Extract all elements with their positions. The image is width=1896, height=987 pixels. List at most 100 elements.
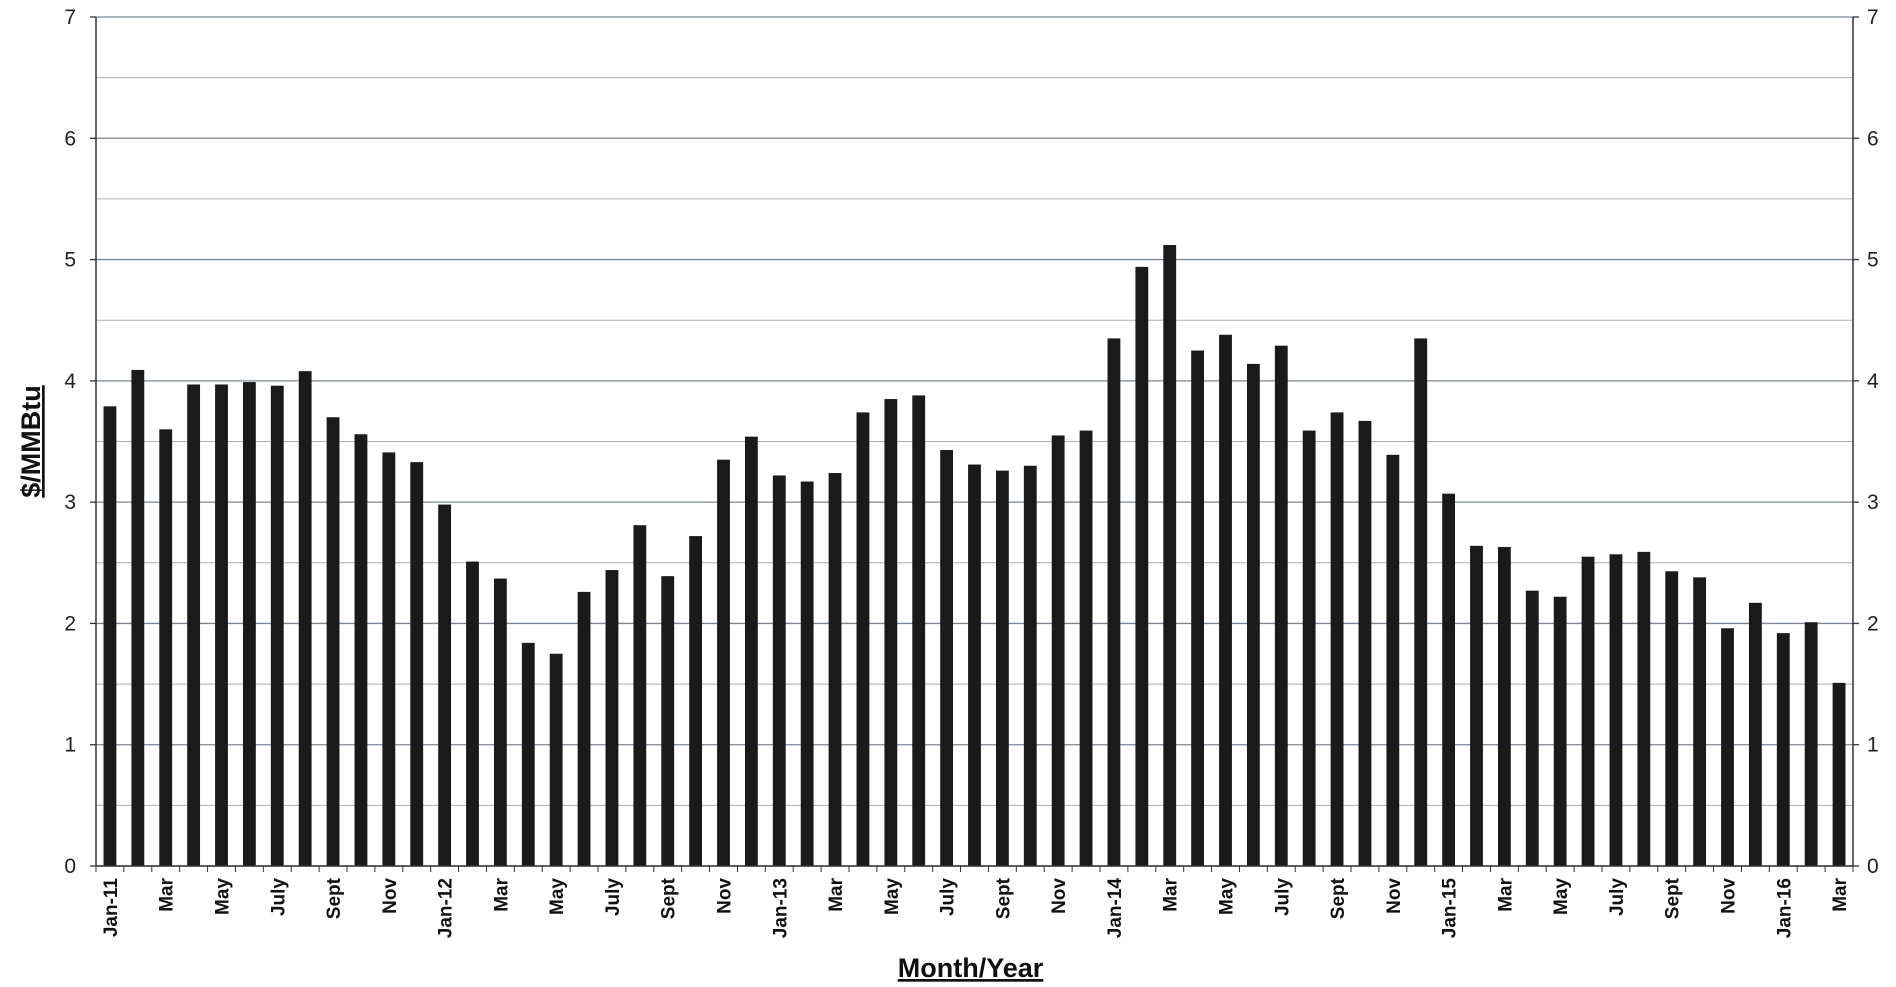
bar	[1832, 682, 1846, 866]
x-tick-label: Sept	[659, 877, 680, 919]
x-tick-label: Sept	[1663, 877, 1684, 919]
x-tick-label: Jan-11	[101, 878, 122, 938]
bar	[1721, 628, 1734, 866]
bar	[1358, 420, 1372, 866]
bar	[298, 371, 312, 866]
y-tick-label: 0	[64, 855, 76, 878]
x-tick-label: Mar	[1495, 877, 1516, 911]
x-tick-label: Jan-12	[436, 878, 457, 938]
bar	[1386, 454, 1400, 866]
bar	[1581, 556, 1595, 866]
bar	[1497, 547, 1511, 866]
bar	[1163, 245, 1177, 866]
bar	[1274, 345, 1288, 866]
x-tick-label: Sept	[1328, 877, 1349, 919]
bar	[1135, 266, 1149, 867]
secondary-y-tick-label: 7	[1867, 6, 1879, 29]
y-tick-label: 2	[64, 612, 76, 635]
bar	[521, 642, 535, 866]
x-tick-label: Nov	[1049, 878, 1070, 914]
bar	[856, 412, 870, 866]
x-tick-label: Jan-15	[1440, 878, 1461, 939]
bar	[242, 382, 256, 866]
bar	[577, 591, 591, 866]
bar	[187, 384, 201, 866]
bar	[1246, 363, 1260, 866]
bar	[661, 576, 675, 866]
bar	[1525, 590, 1539, 866]
bar	[1748, 602, 1762, 866]
bar	[382, 452, 396, 866]
x-tick-label: Nov	[1719, 878, 1740, 914]
x-tick-label: Mar	[826, 877, 847, 911]
x-tick-label: July	[938, 878, 959, 916]
x-tick-label: July	[603, 878, 624, 916]
x-tick-label: May	[213, 878, 234, 915]
bar	[1804, 622, 1818, 866]
x-tick-label: May	[882, 878, 903, 915]
bar	[884, 399, 898, 866]
bar	[940, 449, 954, 866]
x-tick-label: Sept	[993, 877, 1014, 919]
bar	[744, 436, 758, 866]
bar	[772, 475, 786, 866]
bar	[410, 462, 424, 866]
y-tick-label: 7	[64, 6, 76, 29]
bar	[717, 459, 730, 866]
x-tick-label: Mar	[157, 877, 178, 911]
x-tick-label: Jan-14	[1105, 878, 1126, 939]
bar	[159, 429, 173, 866]
x-tick-label: Mar	[1830, 877, 1851, 911]
bar	[1665, 571, 1679, 866]
y-tick-label: 4	[64, 370, 76, 393]
y-tick-label: 1	[64, 734, 76, 757]
bar	[1023, 465, 1037, 866]
bar	[689, 536, 703, 866]
x-tick-label: Mar	[1161, 877, 1182, 911]
x-tick-label: July	[1272, 878, 1293, 916]
bar	[995, 470, 1009, 866]
secondary-y-tick-label: 2	[1867, 612, 1879, 635]
bar	[438, 504, 452, 866]
bar	[1414, 338, 1428, 866]
bar	[1107, 338, 1121, 866]
bar	[1776, 633, 1790, 866]
bar	[1442, 493, 1456, 866]
bar	[326, 417, 340, 866]
secondary-y-tick-label: 5	[1867, 249, 1879, 272]
bar	[968, 464, 981, 866]
x-tick-label: Jan-16	[1774, 878, 1795, 938]
y-tick-label: 5	[64, 249, 76, 272]
bar	[1191, 350, 1205, 866]
bar	[1609, 554, 1623, 866]
x-tick-label: May	[1551, 878, 1572, 915]
bar	[1219, 334, 1232, 866]
x-tick-label: Sept	[324, 877, 345, 919]
y-tick-label: 3	[64, 491, 76, 514]
bar	[800, 481, 814, 866]
x-axis-title: Month/Year	[898, 953, 1044, 983]
bar	[1079, 430, 1093, 866]
secondary-y-tick-label: 1	[1867, 734, 1879, 757]
x-tick-label: May	[547, 878, 568, 915]
secondary-y-tick-label: 0	[1867, 855, 1879, 878]
bar	[354, 434, 368, 866]
x-tick-label: Nov	[715, 878, 736, 914]
y-tick-label: 6	[64, 127, 76, 150]
x-tick-label: Mar	[491, 877, 512, 911]
bar	[912, 395, 926, 866]
bar	[1693, 577, 1707, 866]
bar	[466, 561, 479, 866]
x-tick-label: Nov	[1384, 878, 1405, 914]
bar	[633, 525, 647, 866]
x-tick-label: Nov	[380, 878, 401, 914]
bar	[1553, 596, 1567, 866]
bar	[1051, 435, 1065, 866]
bar	[493, 578, 507, 866]
bar	[828, 473, 842, 866]
bar	[1637, 551, 1651, 866]
y-axis-title: $/MMBtu	[16, 385, 46, 497]
x-tick-label: Jan-13	[770, 878, 791, 938]
x-tick-label: July	[268, 878, 289, 916]
